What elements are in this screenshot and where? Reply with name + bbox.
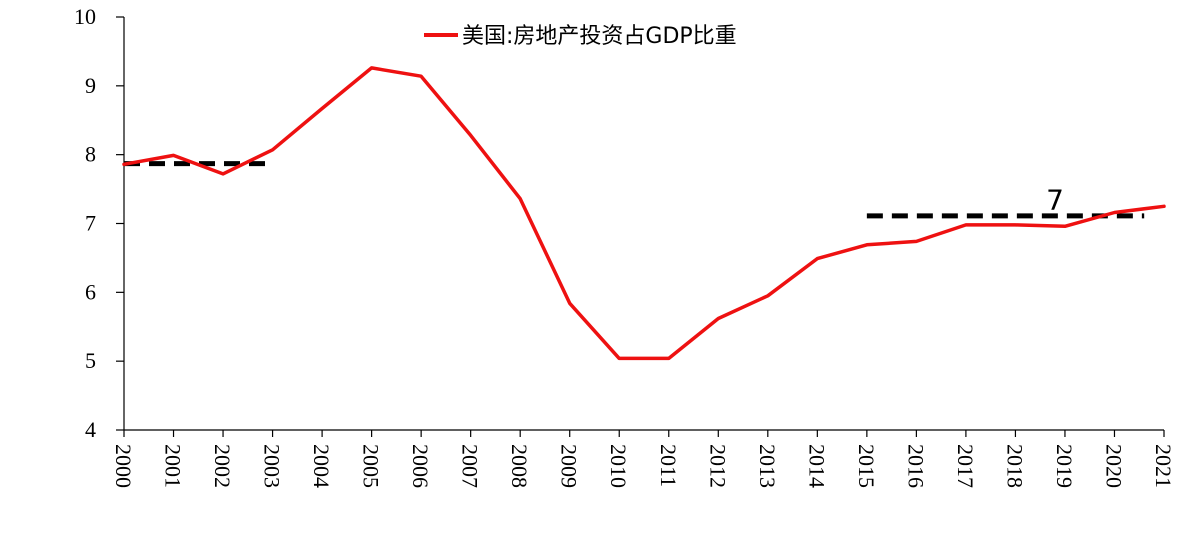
x-tick-label: 2002: [210, 444, 235, 488]
y-tick-label: 7: [85, 211, 96, 236]
x-tick-label: 2011: [656, 444, 681, 487]
y-axis: 4 5 6 7 8 9 10: [74, 4, 125, 442]
x-tick-label: 2000: [111, 444, 136, 488]
x-tick-label: 2012: [705, 444, 730, 488]
x-tick-label: 2008: [507, 444, 532, 488]
x-tick-label: 2014: [804, 444, 829, 488]
series-line: [122, 66, 1166, 361]
x-tick-label: 2001: [161, 444, 186, 488]
series-layer: [122, 66, 1166, 361]
legend-label: 美国:房地产投资占GDP比重: [462, 24, 737, 49]
x-tick-label: 2019: [1052, 444, 1077, 488]
x-tick-label: 2003: [260, 444, 285, 488]
y-tick-label: 6: [85, 279, 96, 304]
x-tick-label: 2009: [557, 444, 582, 488]
x-tick-label: 2005: [359, 444, 384, 488]
x-tick-label: 2016: [903, 444, 928, 488]
x-axis: 2000 2001 2002 2003 2004 2005 2006 2007 2008 2009…: [111, 429, 1176, 488]
y-tick-label: 10: [74, 4, 96, 29]
y-tick-label: 5: [85, 348, 96, 373]
x-tick-label: 2020: [1101, 444, 1126, 488]
x-tick-label: 2021: [1151, 444, 1176, 488]
y-tick-label: 4: [85, 417, 96, 442]
x-tick-label: 2017: [953, 444, 978, 488]
annotation-label: 7: [1046, 184, 1064, 217]
x-tick-label: 2018: [1002, 444, 1027, 488]
y-tick-label: 9: [85, 73, 96, 98]
x-tick-label: 2006: [408, 444, 433, 488]
x-tick-label: 2004: [309, 444, 334, 488]
y-tick-label: 8: [85, 142, 96, 167]
x-tick-label: 2013: [755, 444, 780, 488]
legend: 美国:房地产投资占GDP比重: [424, 24, 737, 49]
x-tick-label: 2007: [458, 444, 483, 488]
x-tick-label: 2015: [854, 444, 879, 488]
reference-lines: [124, 161, 1145, 219]
annotations: 7: [1046, 184, 1064, 217]
x-tick-label: 2010: [606, 444, 631, 488]
